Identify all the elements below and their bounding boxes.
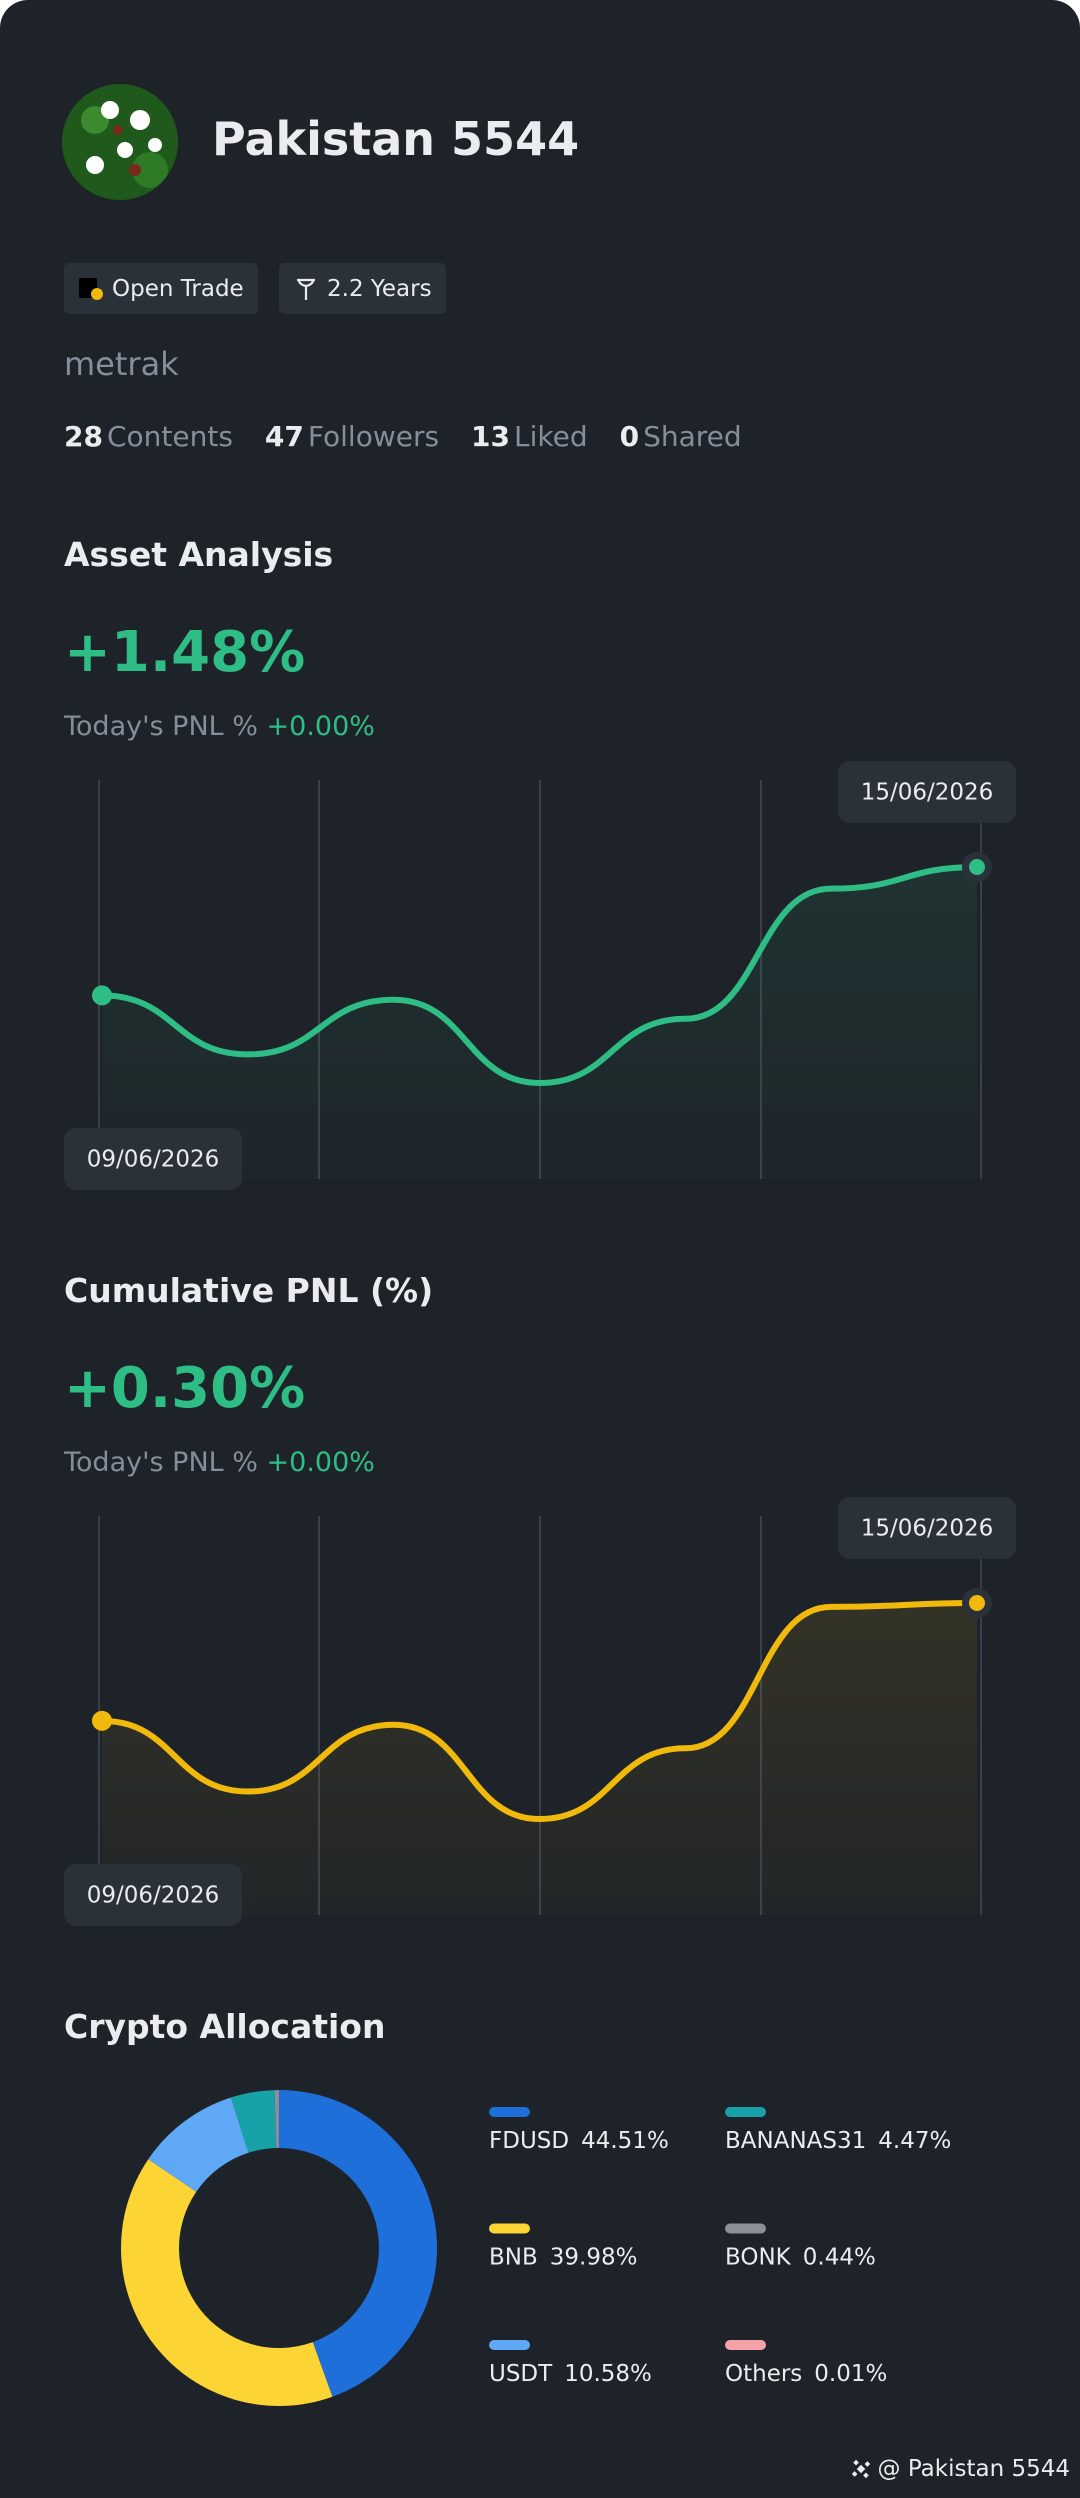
legend-value: 0.44% [803, 2244, 876, 2270]
headline-value: +1.48% [64, 620, 306, 685]
badge: 2.2 Years [279, 263, 446, 314]
legend-name: USDT [489, 2361, 553, 2387]
stat-count: 0 [619, 420, 640, 453]
legend-label: BNB 39.98% [489, 2244, 637, 2270]
legend-label: BANANAS31 4.47% [725, 2128, 951, 2154]
legend-swatch [489, 2340, 530, 2350]
username: metrak [64, 345, 179, 383]
badge: Open Trade [64, 263, 258, 314]
stat-label: Contents [106, 420, 233, 453]
legend-swatch [725, 2107, 766, 2117]
stat: 0 Shared [620, 420, 742, 453]
pnl-value: +0.00% [266, 1447, 375, 1478]
area [102, 867, 977, 1179]
badge-text: Open Trade [112, 275, 244, 302]
legend-name: FDUSD [489, 2128, 569, 2154]
section-title: Cumulative PNL (%) [64, 1271, 434, 1310]
date-label: 09/06/2026 [87, 1147, 220, 1173]
legend-name: BONK [725, 2244, 792, 2270]
stat-label: Liked [514, 420, 588, 453]
stat-count: 28 [64, 420, 103, 453]
legend-label: BONK 0.44% [725, 2244, 876, 2270]
line [99, 1600, 980, 1823]
legend-swatch [489, 2223, 530, 2234]
headline-value: +0.30% [64, 1356, 306, 1421]
stat-count: 13 [471, 420, 511, 453]
legend-value: 4.47% [878, 2128, 951, 2154]
legend-value: 10.58% [564, 2361, 652, 2387]
legend-swatch [725, 2223, 766, 2234]
pnl-label: Today's PNL % [64, 711, 258, 742]
legend-value: 0.01% [814, 2361, 887, 2387]
footer-text: @ Pakistan 5544 [877, 2456, 1070, 2482]
stat: 28 Contents [64, 420, 233, 453]
pnl-row: Today's PNL % +0.00% [64, 1447, 375, 1478]
date-box [64, 1128, 242, 1190]
legend-name: BNB [489, 2244, 538, 2270]
avatar [62, 84, 178, 200]
pnl-value: +0.00% [266, 711, 375, 742]
donut-slice [279, 2090, 438, 2397]
date-box [838, 1497, 1016, 1559]
legend-name: BANANAS31 [725, 2128, 866, 2154]
badge-icon [79, 277, 103, 300]
date-label: 15/06/2026 [861, 1516, 994, 1542]
legend-label: FDUSD 44.51% [489, 2128, 669, 2154]
footer: @ Pakistan 5544 [848, 2456, 1070, 2482]
date-label: 15/06/2026 [861, 780, 994, 806]
date-box [838, 761, 1016, 823]
pnl-row: Today's PNL % +0.00% [64, 711, 375, 742]
stat-label: Followers [307, 420, 440, 453]
legend-value: 39.98% [550, 2244, 638, 2270]
legend-label: Others 0.01% [725, 2361, 887, 2387]
donut-slice [120, 2159, 333, 2407]
legend-value: 44.51% [581, 2128, 669, 2154]
line [99, 864, 980, 1087]
date-label: 09/06/2026 [87, 1883, 220, 1909]
stat: 13 Liked [471, 420, 588, 453]
profile-name: Pakistan 5544 [212, 112, 580, 166]
donut-slice [230, 2090, 277, 2153]
section-title: Crypto Allocation [64, 2007, 386, 2046]
stat: 47 Followers [265, 420, 439, 453]
section-title: Asset Analysis [64, 535, 334, 574]
end-marker [92, 985, 112, 1006]
stat-label: Shared [643, 420, 742, 453]
end-marker [969, 859, 985, 875]
end-marker [92, 1710, 112, 1731]
badge-text: 2.2 Years [327, 275, 432, 302]
date-box [64, 1864, 242, 1926]
badge-icon [297, 278, 315, 300]
end-marker [969, 1595, 985, 1611]
logo [851, 2459, 870, 2479]
stat-count: 47 [264, 420, 304, 453]
legend-swatch [725, 2340, 766, 2350]
legend-swatch [489, 2107, 530, 2117]
donut-slice [274, 2090, 279, 2149]
stats: 28 Contents 47 Followers 13 Liked 0 Shared [64, 420, 742, 453]
pnl-label: Today's PNL % [64, 1447, 258, 1478]
donut-slice [148, 2097, 249, 2192]
legend-name: Others [725, 2361, 802, 2387]
legend-label: USDT 10.58% [489, 2361, 652, 2387]
